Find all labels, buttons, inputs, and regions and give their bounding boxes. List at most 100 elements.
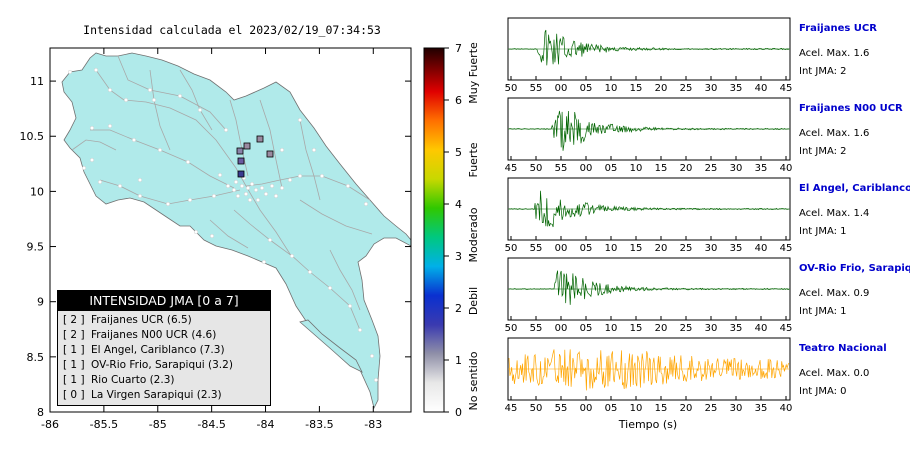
time-tick-label: 45 xyxy=(780,83,793,94)
intensity-square xyxy=(243,142,251,150)
map-x-axis: -86 -85.5 -85 -84.5 -84 -83.5 -83 xyxy=(41,48,382,431)
station-dot xyxy=(211,193,216,198)
station-dot xyxy=(209,233,214,238)
station-name: Teatro Nacional xyxy=(799,343,887,354)
legend-item: [ 0 ] La Virgen Sarapiqui (2.3) xyxy=(63,388,233,403)
road-line xyxy=(299,199,373,235)
time-tick-label: 35 xyxy=(730,83,743,94)
waveform-panel: 45 50 55 00 05 10 15 20 25 30 35 40 Fraijanes N00 UC… xyxy=(505,97,903,174)
road-line xyxy=(71,139,117,151)
intensity-square xyxy=(266,150,274,158)
station-dot xyxy=(93,67,98,72)
station-dot xyxy=(348,304,353,309)
station-dot xyxy=(280,147,285,152)
colorbar-ticks: 0 1 2 3 4 5 6 7 xyxy=(444,42,462,419)
station-dot xyxy=(328,286,333,291)
y-tick-label: 8 xyxy=(37,406,44,419)
time-tick-label: 50 xyxy=(505,83,518,94)
colorbar-label: Moderado xyxy=(467,207,480,262)
time-tick-label: 45 xyxy=(505,163,518,174)
colorbar-tick-label: 2 xyxy=(455,302,462,315)
station-dot xyxy=(81,165,86,170)
time-tick-label: 45 xyxy=(780,243,793,254)
y-tick-label: 11 xyxy=(30,75,44,88)
station-dot xyxy=(270,183,275,188)
waveform-panels: 50 55 00 05 10 15 20 25 30 35 40 45 Fraijanes UCR Ace… xyxy=(505,17,910,414)
station-dot xyxy=(298,117,303,122)
y-tick-label: 9 xyxy=(37,296,44,309)
station-dot xyxy=(97,179,102,184)
station-dot xyxy=(117,183,122,188)
station-dot xyxy=(185,159,190,164)
legend-station-label: El Angel, Cariblanco (7.3) xyxy=(91,344,225,356)
station-dot xyxy=(217,172,222,177)
station-dot xyxy=(308,270,313,275)
station-dot xyxy=(298,173,303,178)
intensity-legend: INTENSIDAD JMA [0 a 7] [ 2 ] Fraijanes UC… xyxy=(57,290,271,406)
station-dot xyxy=(165,201,170,206)
time-tick-label: 10 xyxy=(605,83,618,94)
station-dot xyxy=(374,378,379,383)
legend-jma-value: [ 1 ] xyxy=(63,374,85,386)
station-dot xyxy=(223,127,228,132)
road-line xyxy=(233,209,293,257)
x-tick-label: -86 xyxy=(41,418,59,431)
waveform-trace xyxy=(509,270,789,305)
road-line xyxy=(245,185,361,331)
station-dot xyxy=(268,237,273,242)
time-tick-label: 45 xyxy=(780,323,793,334)
station-dot xyxy=(193,229,198,234)
time-tick-label: 05 xyxy=(580,323,593,334)
y-tick-label: 10 xyxy=(30,185,44,198)
intensity-square xyxy=(237,157,245,165)
station-dot xyxy=(370,354,375,359)
colorbar-label: No sentido xyxy=(467,351,480,410)
station-dot xyxy=(151,97,156,102)
time-tick-label: 30 xyxy=(705,83,718,94)
time-tick-label: 25 xyxy=(705,403,718,414)
time-tick-label: 00 xyxy=(580,163,593,174)
time-tick-label: 50 xyxy=(530,163,543,174)
station-dot xyxy=(67,69,72,74)
road-line xyxy=(95,69,247,187)
station-dot xyxy=(137,193,142,198)
y-tick-label: 10.5 xyxy=(20,130,45,143)
waveform-panel: 50 55 00 05 10 15 20 25 30 35 40 45 Fraijanes UCR Ace… xyxy=(505,17,877,94)
station-dot xyxy=(147,87,152,92)
intensity-colorbar: 0 1 2 3 4 5 6 7 No sentido Debil Moderado Fuerte Mu… xyxy=(423,42,480,419)
time-axis-label: Tiempo (s) xyxy=(618,418,677,431)
station-dot xyxy=(264,191,269,196)
station-dot xyxy=(280,185,285,190)
station-dot xyxy=(288,177,293,182)
time-tick-label: 20 xyxy=(680,163,693,174)
station-dot xyxy=(260,185,265,190)
station-dot xyxy=(123,97,128,102)
costa-rica-landmass xyxy=(61,52,412,410)
station-name: OV-Rio Frio, Sarapiqui xyxy=(799,263,910,274)
legend-item: [ 2 ] Fraijanes UCR (6.5) xyxy=(63,313,233,328)
colorbar-tick-label: 3 xyxy=(455,250,462,263)
road-line xyxy=(229,99,249,177)
map-y-axis: 11 10.5 10 9.5 9 8.5 8 xyxy=(20,75,411,419)
waveform-trace xyxy=(509,110,789,151)
legend-station-label: Fraijanes UCR (6.5) xyxy=(91,314,192,326)
intensity-square xyxy=(256,135,264,143)
station-dot xyxy=(256,197,261,202)
waveform-panel: 45 50 55 00 05 10 15 20 25 30 35 40 Teatro Nacional A… xyxy=(505,337,887,414)
time-tick-label: 25 xyxy=(680,243,693,254)
station-dot xyxy=(89,157,94,162)
station-dot xyxy=(177,93,182,98)
time-tick-label: 10 xyxy=(630,163,643,174)
time-tick-label: 00 xyxy=(555,243,568,254)
map-title: Intensidad calculada el 2023/02/19_07:34… xyxy=(83,23,381,37)
time-tick-label: 55 xyxy=(530,243,543,254)
time-tick-label: 55 xyxy=(555,163,568,174)
legend-jma-value: [ 2 ] xyxy=(63,314,85,326)
station-dot xyxy=(364,201,369,206)
legend-list: [ 2 ] Fraijanes UCR (6.5) [ 2 ] Fraijanes N… xyxy=(63,313,233,403)
road-line xyxy=(179,69,213,131)
legend-station-label: OV-Rio Frio, Sarapiqui (3.2) xyxy=(91,359,233,371)
time-tick-label: 15 xyxy=(655,163,668,174)
station-dot xyxy=(107,123,112,128)
